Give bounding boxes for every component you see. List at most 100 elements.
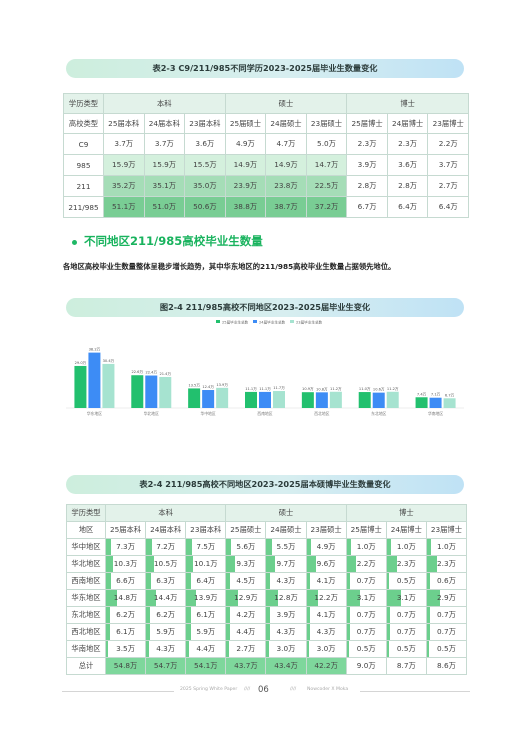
section-description: 各地区高校毕业生数量整体呈稳步增长趋势，其中华东地区的211/985高校毕业生数… xyxy=(63,262,396,271)
table-cell: 5.6万 xyxy=(225,538,267,556)
cell-value: 54.8万 xyxy=(113,661,138,670)
table-cell: 2.8万 xyxy=(386,175,429,197)
table-cell: 6.4万 xyxy=(427,196,469,218)
bar xyxy=(273,391,285,408)
bar-value-label: 6.7万 xyxy=(445,393,455,397)
x-tick-label: 华中地区 xyxy=(201,411,216,416)
cell-data-bar xyxy=(306,641,310,657)
cell-data-bar xyxy=(106,539,112,555)
cell-data-bar xyxy=(386,607,390,623)
row-label: 211 xyxy=(63,175,104,197)
table-cell: 9.7万 xyxy=(265,555,307,573)
x-tick-label: 华东地区 xyxy=(87,411,102,416)
cell-data-bar xyxy=(266,556,276,572)
table-cell: 6.2万 xyxy=(104,606,147,624)
header-group: 硕士 xyxy=(225,504,347,522)
table-cell: 13.9万 xyxy=(185,589,227,607)
cell-data-bar xyxy=(386,573,390,589)
table-cell: 0.7万 xyxy=(385,606,427,624)
section-title: 不同地区211/985高校毕业生数量 xyxy=(84,234,263,248)
table-cell: 3.7万 xyxy=(143,133,186,155)
cell-value: 2.9万 xyxy=(436,593,456,602)
cell-value: 3.0万 xyxy=(276,644,296,653)
table-cell: 37.2万 xyxy=(305,196,348,218)
cell-data-bar xyxy=(266,539,272,555)
bar xyxy=(329,391,342,408)
cell-value: 3.9万 xyxy=(276,610,296,619)
bar xyxy=(415,397,428,408)
cell-data-bar xyxy=(346,624,350,640)
figure-2-4-title: 图2-4 211/985高校不同地区2023-2025届毕业生变化 xyxy=(66,298,464,317)
cell-data-bar xyxy=(106,641,109,657)
table-cell: 51.1万 xyxy=(103,196,145,218)
table-cell: 8.6万 xyxy=(425,657,468,675)
bar xyxy=(259,391,271,408)
bar-value-label: 29.0万 xyxy=(75,361,87,365)
cell-data-bar xyxy=(226,556,235,572)
cell-data-bar xyxy=(226,573,231,589)
cell-value: 4.4万 xyxy=(236,627,256,636)
table-cell: 3.1万 xyxy=(385,589,427,607)
table-cell: 35.1万 xyxy=(143,175,186,197)
table-cell: 15.5万 xyxy=(184,154,226,176)
cell-value: 5.9万 xyxy=(156,627,176,636)
table-cell: 22.5万 xyxy=(305,175,348,197)
header-sub: 25届本科 xyxy=(103,113,145,134)
cell-value: 0.6万 xyxy=(436,576,456,585)
bar xyxy=(443,398,456,408)
table-cell: 3.1万 xyxy=(345,589,387,607)
table-row: 总计 54.8万 54.7万 54.1万 43.7万 43.4万 42.2万 9.0万 8.7万… xyxy=(66,657,468,675)
cell-value: 7.3万 xyxy=(116,542,135,551)
bar-value-label: 22.6万 xyxy=(131,370,143,374)
table-cell: 0.7万 xyxy=(345,623,387,641)
table-cell: 3.7万 xyxy=(427,154,469,176)
table-cell: 5.9万 xyxy=(145,623,187,641)
table-cell: 0.7万 xyxy=(425,606,468,624)
table-cell: 6.1万 xyxy=(104,623,147,641)
cell-value: 9.0万 xyxy=(356,661,376,670)
x-tick-label: 东北地区 xyxy=(371,411,386,416)
bar-value-label: 13.5万 xyxy=(188,383,200,387)
table-cell: 54.8万 xyxy=(104,657,147,675)
cell-data-bar xyxy=(266,641,270,657)
bar xyxy=(188,388,201,408)
cell-value: 9.3万 xyxy=(236,559,256,568)
cell-data-bar xyxy=(346,573,350,589)
table-cell: 4.3万 xyxy=(265,623,307,641)
cell-data-bar xyxy=(186,658,226,674)
cell-value: 5.6万 xyxy=(236,542,256,551)
row-label: 西北地区 xyxy=(66,623,106,641)
cell-value: 10.5万 xyxy=(153,559,178,568)
bar xyxy=(202,390,215,408)
cell-data-bar xyxy=(146,539,152,555)
row-label: 东北地区 xyxy=(66,606,106,624)
cell-value: 42.2万 xyxy=(314,661,338,670)
cell-value: 10.3万 xyxy=(113,559,138,568)
table-row: 211/985 51.1万 51.0万 50.6万 38.8万 38.7万 37.2万 6.7… xyxy=(63,196,469,218)
table-2-3-title: 表2-3 C9/211/985不同学历2023-2025届毕业生数量变化 xyxy=(66,59,464,78)
cell-value: 6.1万 xyxy=(116,627,135,636)
table-cell: 35.0万 xyxy=(184,175,226,197)
header-group: 硕士 xyxy=(224,93,348,114)
bar xyxy=(88,352,101,408)
cell-data-bar xyxy=(266,590,278,606)
bar-value-label: 11.1万 xyxy=(245,387,257,391)
bar xyxy=(386,391,399,408)
cell-data-bar xyxy=(426,641,430,657)
cell-value: 12.8万 xyxy=(274,593,298,602)
table-cell: 2.8万 xyxy=(346,175,388,197)
cell-data-bar xyxy=(386,624,390,640)
header-sub: 24届硕士 xyxy=(265,113,307,134)
cell-value: 13.9万 xyxy=(194,593,218,602)
header-sub: 23届本科 xyxy=(184,113,226,134)
row-label: 华东地区 xyxy=(66,589,106,607)
table-row: 西南地区 6.6万 6.3万 6.4万 4.5万 4.3万 4.1万 0.7万 0.5万 0.6万 xyxy=(66,572,468,590)
legend-label: 25届毕业生总数 xyxy=(222,320,249,325)
cell-value: 0.5万 xyxy=(396,576,416,585)
table-cell: 9.3万 xyxy=(225,555,267,573)
table-cell: 0.5万 xyxy=(425,640,468,658)
header-group-label: 学历类型 xyxy=(63,93,104,114)
table-cell: 3.9万 xyxy=(346,154,388,176)
table-cell: 0.7万 xyxy=(385,623,427,641)
table-cell: 3.5万 xyxy=(104,640,147,658)
